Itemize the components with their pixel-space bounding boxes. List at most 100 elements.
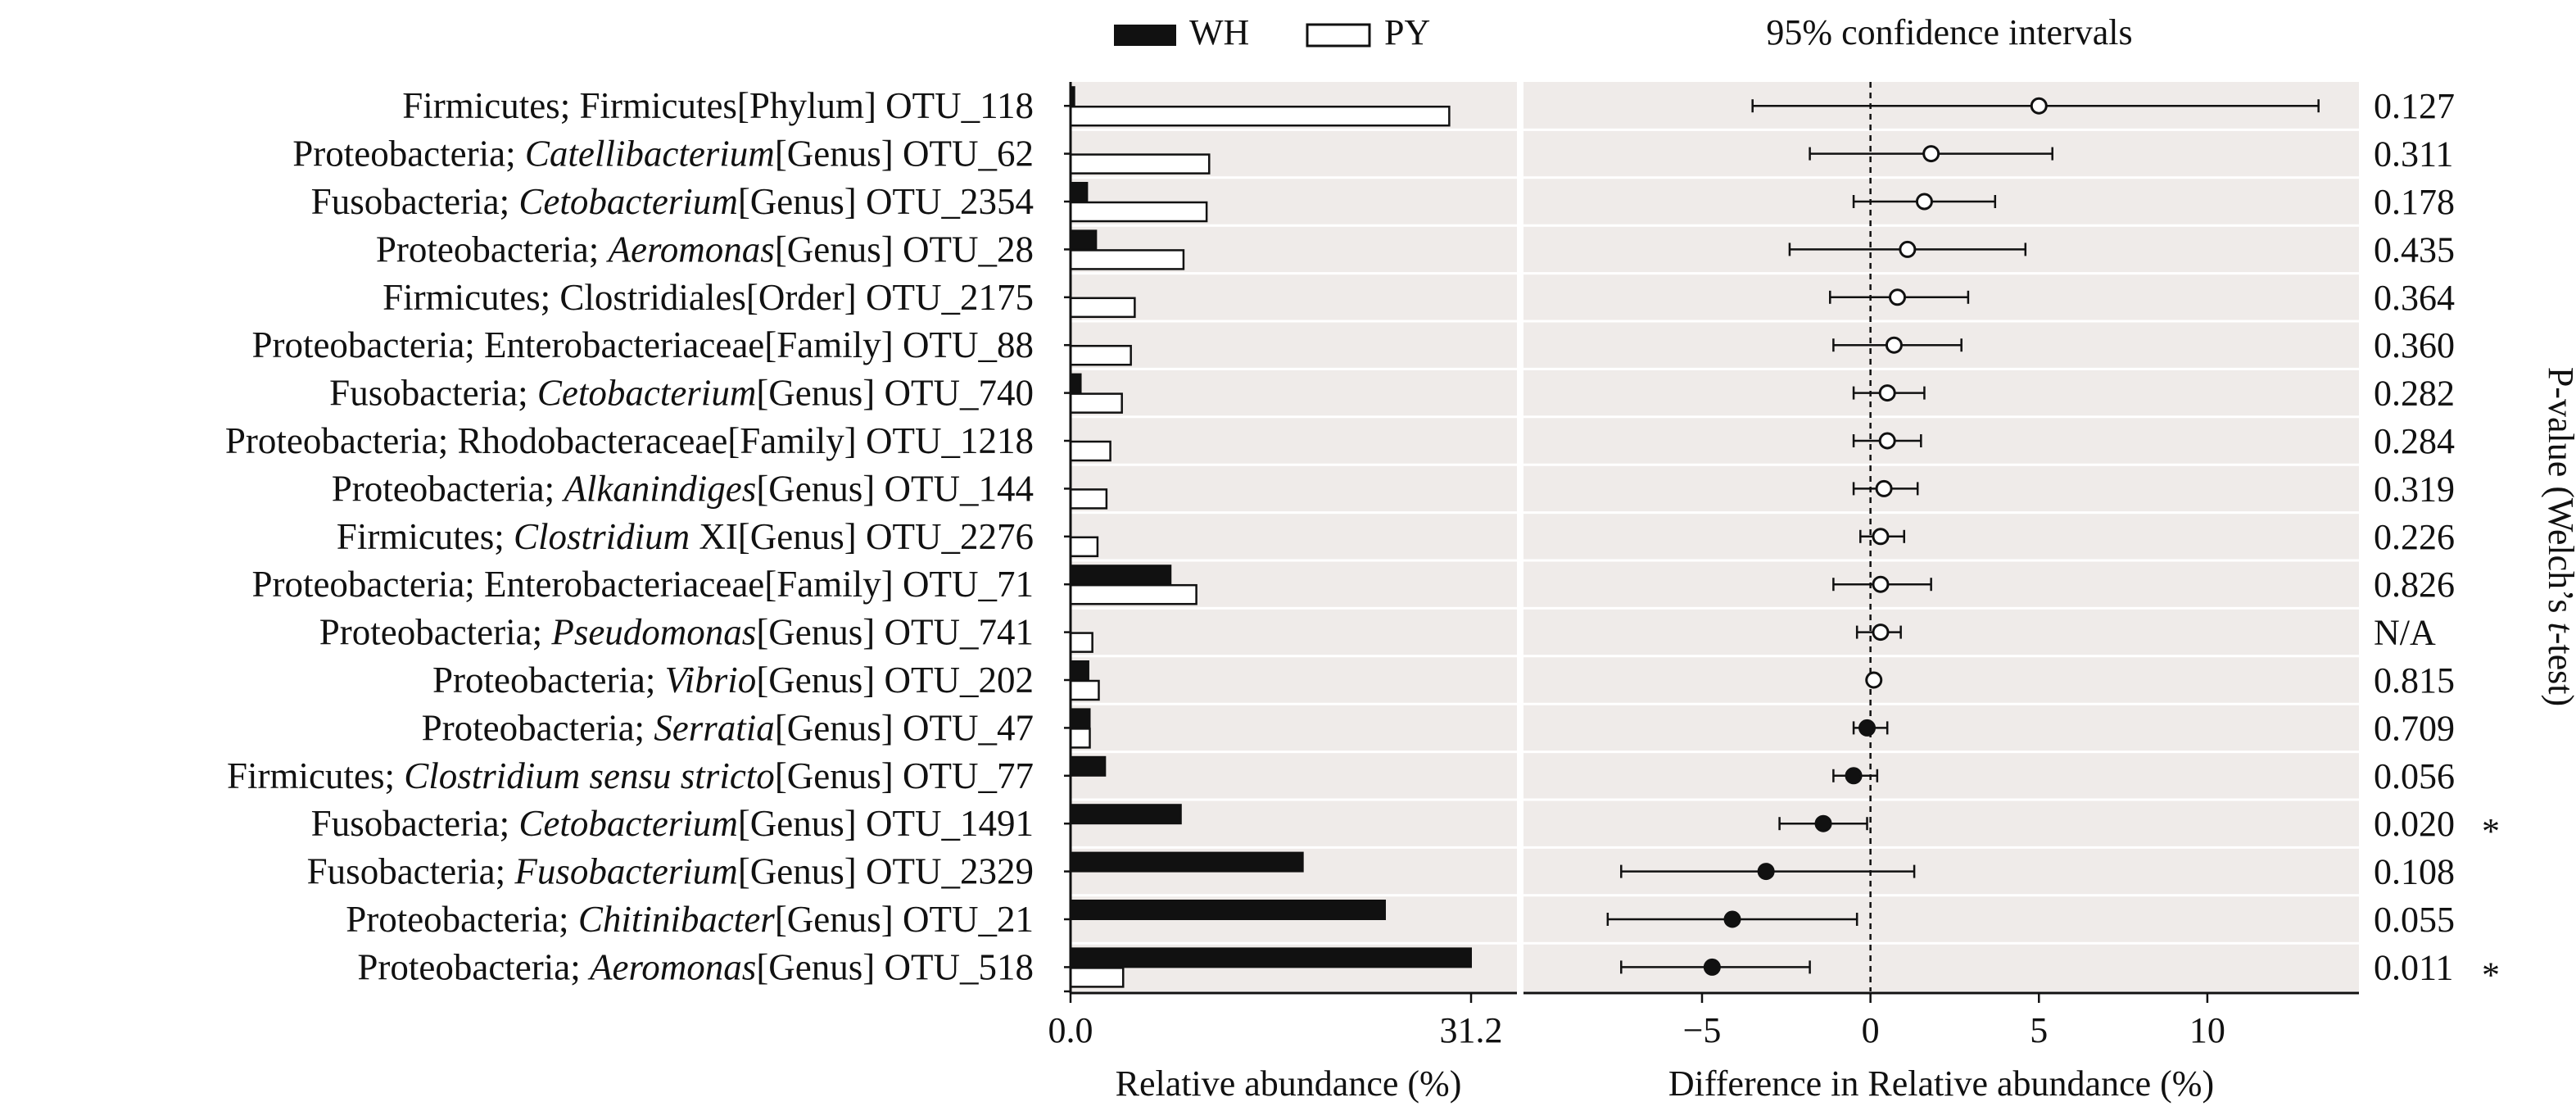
taxon-label: Proteobacteria; Alkanindiges[Genus] OTU_… [332,468,1034,509]
taxon-label-part: Vibrio [665,660,757,701]
taxon-label: Firmicutes; Clostridiales[Order] OTU_217… [383,277,1034,318]
taxon-label-part: [Genus] OTU_21 [775,899,1034,940]
taxon-label-part: Aeromonas [587,946,756,987]
taxon-label: Proteobacteria; Serratia[Genus] OTU_47 [422,707,1034,748]
p-value-text: 0.435 [2374,229,2455,270]
taxon-label: Fusobacteria; Cetobacterium[Genus] OTU_7… [329,373,1034,414]
bar-py [1069,392,1123,414]
taxon-label-part: [Genus] OTU_2354 [738,181,1034,222]
taxon-label-part: Fusobacteria; [311,181,519,222]
significance-marker: * [2482,955,2500,995]
legend: WH PY [1114,12,1430,52]
p-value-text: 0.108 [2374,852,2455,892]
ci-point [1845,767,1863,785]
taxon-label-part: [Genus] OTU_77 [775,755,1034,796]
bar-wh [1070,660,1089,681]
taxon-label: Proteobacteria; Vibrio[Genus] OTU_202 [432,660,1034,701]
bar-wh [1070,947,1472,968]
p-value-axis-title-italic: t [2541,623,2576,634]
taxon-label-part: Proteobacteria; [346,899,578,940]
taxon-label-part: Clostridium sensu stricto [404,755,775,796]
taxon-label: Fusobacteria; Cetobacterium[Genus] OTU_1… [311,803,1034,844]
taxon-label-part: Proteobacteria; Enterobacteriaceae[Famil… [251,564,1034,605]
p-value-text: 0.709 [2374,708,2455,748]
ci-point [1872,528,1890,546]
p-value-text: 0.319 [2374,469,2455,509]
taxon-label-part: Proteobacteria; [432,660,665,701]
taxon-label-part: [Genus] OTU_1491 [738,803,1034,844]
taxon-label-part: [Genus] OTU_740 [756,373,1034,414]
taxon-label-part: Cetobacterium [537,373,756,414]
taxon-label-part: Firmicutes; Firmicutes[Phylum] OTU_118 [402,85,1034,126]
ci-point [1915,193,1933,211]
left-x-tick-label: 0.0 [1048,1010,1093,1050]
bar-wh [1070,229,1098,251]
taxon-label-part: [Genus] OTU_741 [756,612,1034,653]
bar-py [1069,297,1136,319]
taxon-label: Proteobacteria; Chitinibacter[Genus] OTU… [346,899,1034,940]
bar-py [1069,583,1197,605]
taxon-label-part: Firmicutes; Clostridiales[Order] OTU_217… [383,277,1034,318]
ci-point [1858,719,1877,737]
taxon-label: Proteobacteria; Aeromonas[Genus] OTU_518 [357,946,1034,987]
taxon-label-part: Alkanindiges [561,468,756,509]
p-value-text: N/A [2374,613,2436,653]
right-x-tick-label: 10 [2189,1010,2225,1050]
p-value-text: 0.311 [2374,134,2453,175]
p-value-text: 0.056 [2374,756,2455,796]
ci-point [1757,863,1775,881]
ci-point [2030,97,2048,115]
p-value-text: 0.011 [2374,947,2453,987]
bar-py [1069,488,1108,510]
taxon-label-part: Clostridium [514,516,690,557]
taxon-label: Proteobacteria; Enterobacteriaceae[Famil… [251,324,1034,365]
taxon-label-part: Cetobacterium [518,803,737,844]
bar-wh [1070,851,1304,873]
bar-wh [1070,755,1107,777]
bar-wh [1070,900,1386,920]
taxon-label-part: Catellibacterium [525,134,775,175]
taxon-label-part: [Genus] OTU_2329 [738,851,1034,892]
p-value-text: 0.364 [2374,278,2455,318]
bar-wh [1070,373,1082,394]
legend-label-wh: WH [1189,12,1249,52]
ci-point [1814,814,1832,832]
bar-py [1069,536,1099,558]
taxon-label-part: [Genus] OTU_202 [756,660,1034,701]
bar-wh [1070,182,1089,202]
taxon-label-part: Pseudomonas [550,612,756,653]
ci-point [1723,910,1741,928]
taxon-label-part: Fusobacteria; [329,373,537,414]
legend-swatch-wh [1114,25,1176,46]
taxon-label: Proteobacteria; Aeromonas[Genus] OTU_28 [376,229,1034,270]
ci-point [1878,432,1896,450]
right-x-tick-label: 5 [2030,1010,2048,1050]
bar-py [1069,967,1125,988]
bar-py [1069,344,1132,366]
taxon-label-part: XI[Genus] OTU_2276 [690,516,1034,557]
p-value-text: 0.178 [2374,182,2455,222]
confidence-intervals [1606,97,2320,976]
ci-point [1872,624,1890,642]
significance-marker: * [2482,811,2500,851]
taxon-label-part: [Genus] OTU_62 [775,134,1034,175]
bar-py [1069,728,1091,749]
left-axis-title: Relative abundance (%) [1116,1063,1462,1104]
taxon-label: Firmicutes; Clostridium sensu stricto[Ge… [227,755,1034,796]
taxon-label: Fusobacteria; Fusobacterium[Genus] OTU_2… [307,851,1034,892]
ci-point [1899,240,1917,258]
taxon-labels: Firmicutes; Firmicutes[Phylum] OTU_118 Pr… [225,85,1034,987]
bar-panel-background [1071,82,1517,991]
p-value-axis-title-suffix: -test) [2541,633,2576,706]
taxon-label: Firmicutes; Clostridium XI[Genus] OTU_22… [337,516,1034,557]
p-value-axis-title-prefix: P-value (Welch’s [2541,367,2576,623]
bar-wh [1070,565,1172,586]
taxon-label-part: Aeromonas [605,229,774,270]
taxon-label-part: Proteobacteria; Enterobacteriaceae[Famil… [251,324,1034,365]
taxon-label-part: Proteobacteria; Rhodobacteraceae[Family]… [225,420,1034,461]
legend-label-py: PY [1384,12,1430,52]
bar-wh [1070,708,1091,729]
taxon-label: Fusobacteria; Cetobacterium[Genus] OTU_2… [311,181,1034,222]
p-value-text: 0.360 [2374,325,2455,365]
taxon-label-part: Fusobacteria; [311,803,519,844]
